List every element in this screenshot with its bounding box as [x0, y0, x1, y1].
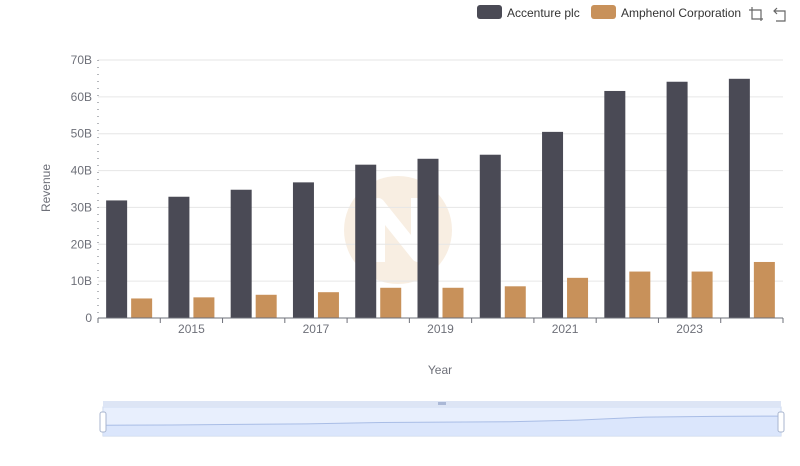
x-axis: 2015 2017 2019 2021 2023	[97, 317, 784, 336]
bar-amphenol-corporation-2014[interactable]	[131, 298, 153, 318]
bar-amphenol-corporation-2024[interactable]	[753, 261, 775, 318]
legend: Accenture plc Amphenol Corporation	[477, 5, 741, 20]
y-tick-label: 50B	[71, 127, 92, 141]
legend-item-amphenol-corporation[interactable]: Amphenol Corporation	[591, 5, 741, 20]
y-tick-label: 20B	[71, 237, 92, 251]
bar-accenture-plc-2019[interactable]	[417, 158, 439, 318]
bar-accenture-plc-2017[interactable]	[292, 182, 314, 318]
legend-swatch	[477, 5, 502, 19]
bar-amphenol-corporation-2019[interactable]	[442, 287, 464, 318]
legend-label: Amphenol Corporation	[621, 6, 741, 20]
bar-amphenol-corporation-2018[interactable]	[380, 287, 402, 318]
bar-amphenol-corporation-2023[interactable]	[691, 271, 713, 318]
bar-accenture-plc-2024[interactable]	[728, 78, 750, 318]
bar-accenture-plc-2018[interactable]	[355, 164, 377, 318]
y-tick-label: 30B	[71, 200, 92, 214]
bar-amphenol-corporation-2017[interactable]	[317, 292, 339, 318]
legend-swatch	[591, 5, 616, 19]
bar-amphenol-corporation-2020[interactable]	[504, 286, 526, 318]
x-tick-label: 2019	[427, 322, 454, 336]
y-tick-label: 10B	[71, 274, 92, 288]
x-tick-label: 2017	[303, 322, 330, 336]
bar-accenture-plc-2022[interactable]	[604, 90, 626, 319]
data-zoom-slider[interactable]	[99, 401, 785, 437]
bar-accenture-plc-2021[interactable]	[542, 131, 564, 318]
y-tick-label: 60B	[71, 90, 92, 104]
slider-overview-area	[103, 416, 781, 436]
x-tick-label: 2023	[676, 322, 703, 336]
y-tick-label: 70B	[71, 53, 92, 67]
bar-accenture-plc-2015[interactable]	[168, 196, 190, 318]
slider-overview-line	[102, 415, 782, 426]
bar-accenture-plc-2014[interactable]	[106, 200, 128, 318]
zoom-icon[interactable]	[748, 6, 764, 22]
x-axis-title: Year	[428, 363, 452, 377]
bar-accenture-plc-2023[interactable]	[666, 81, 688, 318]
legend-label: Accenture plc	[507, 6, 580, 20]
y-axis-title: Revenue	[39, 164, 53, 212]
bar-amphenol-corporation-2016[interactable]	[255, 294, 277, 318]
y-tick-label: 40B	[71, 164, 92, 178]
y-axis: 0 10B 20B 30B 40B 50B 60B 70B	[71, 53, 99, 325]
y-tick-label: 0	[85, 311, 92, 325]
bar-amphenol-corporation-2022[interactable]	[629, 271, 651, 318]
bar-accenture-plc-2016[interactable]	[230, 189, 252, 318]
bar-amphenol-corporation-2021[interactable]	[567, 277, 589, 318]
restore-icon[interactable]	[772, 6, 788, 22]
legend-item-accenture-plc[interactable]: Accenture plc	[477, 5, 580, 20]
bar-amphenol-corporation-2015[interactable]	[193, 297, 215, 318]
bar-accenture-plc-2020[interactable]	[479, 154, 501, 318]
x-tick-label: 2021	[552, 322, 579, 336]
slider-end-handle[interactable]	[777, 411, 785, 433]
slider-grip	[438, 402, 446, 405]
slider-start-handle[interactable]	[99, 411, 107, 433]
x-tick-label: 2015	[178, 322, 205, 336]
bars	[106, 78, 775, 319]
